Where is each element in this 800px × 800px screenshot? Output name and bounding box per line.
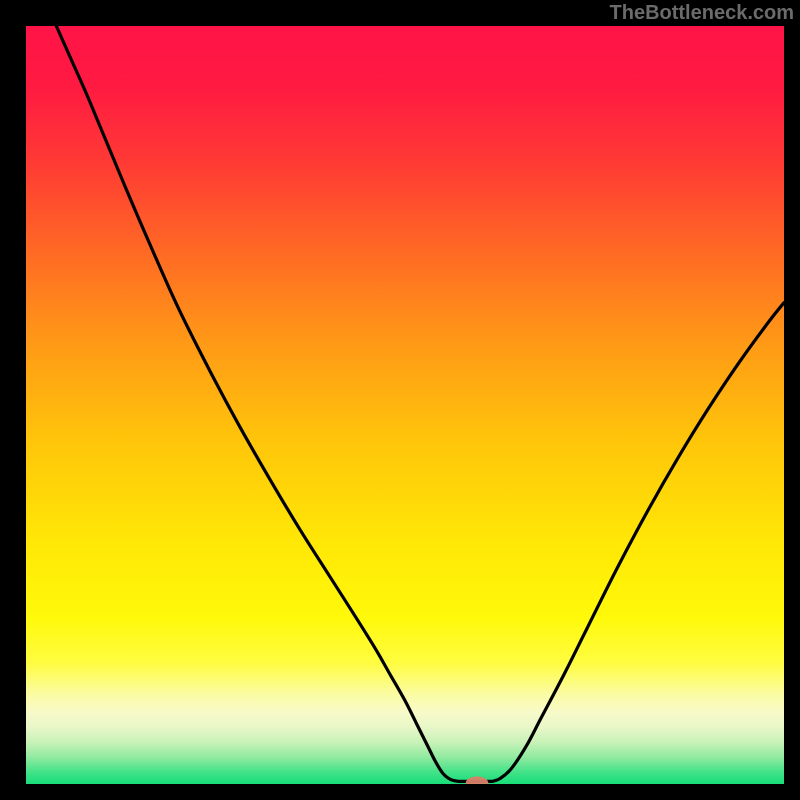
- chart-container: TheBottleneck.com: [0, 0, 800, 800]
- watermark-text: TheBottleneck.com: [610, 2, 794, 25]
- plot-area: [26, 26, 784, 784]
- curve-layer: [26, 26, 784, 784]
- optimal-point-marker: [466, 776, 489, 784]
- bottleneck-curve: [56, 26, 784, 781]
